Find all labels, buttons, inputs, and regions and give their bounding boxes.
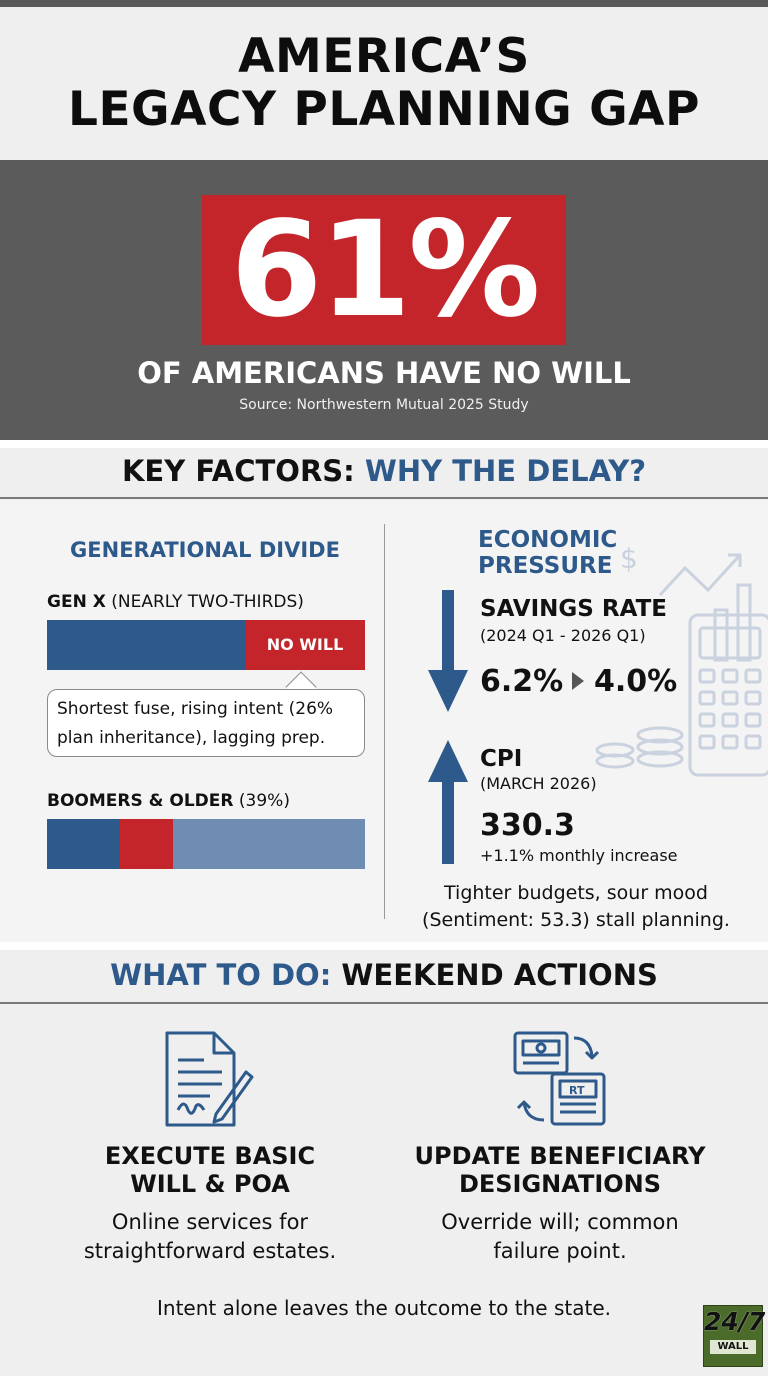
action-left-title: EXECUTE BASIC WILL & POA — [40, 1142, 380, 1198]
action-left-title-line-2: WILL & POA — [130, 1170, 290, 1198]
action-right-desc-line-1: Override will; common — [441, 1210, 679, 1234]
actions-heading-black: WEEKEND ACTIONS — [341, 958, 658, 992]
actions-heading-blue: WHAT TO DO: — [110, 958, 332, 992]
actions-heading: WHAT TO DO: WEEKEND ACTIONS — [0, 958, 768, 992]
play-right-icon — [572, 672, 584, 690]
divider-strip — [0, 440, 768, 448]
hero-subtitle: OF AMERICANS HAVE NO WILL — [137, 356, 631, 390]
svg-text:$: $ — [620, 542, 638, 575]
arrow-down-icon — [428, 590, 468, 712]
action-right-title: UPDATE BENEFICIARY DESIGNATIONS — [390, 1142, 730, 1198]
action-right-desc: Override will; common failure point. — [390, 1208, 730, 1266]
economic-note-line-1: Tighter budgets, sour mood — [444, 882, 708, 904]
hero-banner: 61% OF AMERICANS HAVE NO WILL Source: No… — [0, 160, 768, 440]
section-rule-2 — [0, 1002, 768, 1004]
action-right-title-line-2: DESIGNATIONS — [458, 1170, 662, 1198]
genx-no-will-segment: NO WILL — [245, 620, 365, 670]
action-right-title-line-1: UPDATE BENEFICIARY — [414, 1142, 706, 1170]
boomers-bar-blue — [47, 819, 120, 869]
savings-period: (2024 Q1 - 2026 Q1) — [480, 626, 646, 645]
footer-text: Intent alone leaves the outcome to the s… — [157, 1296, 611, 1320]
action-left-desc: Online services for straightforward esta… — [40, 1208, 380, 1266]
calculator-chart-background-icon: $ — [595, 542, 768, 777]
title-line-1: AMERICA’S — [238, 29, 530, 84]
boomers-bar-red — [120, 819, 173, 869]
boomers-bar — [47, 819, 365, 869]
brand-logo: 24/7 WALL — [703, 1305, 766, 1367]
key-factors-heading: KEY FACTORS: WHY THE DELAY? — [0, 454, 768, 488]
hero-stat: 61% — [202, 195, 566, 345]
boomers-bar-light — [173, 819, 365, 869]
section-rule — [0, 497, 768, 499]
savings-from: 6.2% — [480, 664, 564, 699]
generational-title: GENERATIONAL DIVIDE — [70, 538, 340, 562]
boomers-label-bold: BOOMERS & OLDER — [47, 791, 234, 811]
callout-line-2: plan inheritance), lagging prep. — [57, 728, 326, 748]
cpi-period: (MARCH 2026) — [480, 774, 597, 793]
cpi-change: +1.1% monthly increase — [480, 846, 678, 865]
economic-note: Tighter budgets, sour mood (Sentiment: 5… — [384, 880, 768, 934]
genx-label: GEN X (NEARLY TWO-THIRDS) — [47, 592, 304, 612]
action-left-desc-line-1: Online services for — [111, 1210, 309, 1234]
boomers-label-rest: (39%) — [233, 791, 290, 811]
savings-to: 4.0% — [594, 664, 678, 699]
economic-title: ECONOMIC PRESSURE — [478, 527, 617, 579]
action-right-desc-line-2: failure point. — [493, 1239, 627, 1263]
action-left-title-line-1: EXECUTE BASIC — [104, 1142, 316, 1170]
economic-title-line-2: PRESSURE — [478, 553, 613, 579]
title-line-2: LEGACY PLANNING GAP — [68, 82, 700, 137]
genx-label-rest: (NEARLY TWO-THIRDS) — [105, 592, 304, 612]
signed-document-icon — [165, 1031, 254, 1127]
hero-source: Source: Northwestern Mutual 2025 Study — [239, 397, 529, 413]
genx-callout: Shortest fuse, rising intent (26% plan i… — [47, 689, 365, 757]
economic-note-line-2: (Sentiment: 53.3) stall planning. — [422, 909, 730, 931]
divider-strip-2 — [0, 942, 768, 950]
logo-bottom-text: WALL — [710, 1340, 756, 1354]
genx-bar: NO WILL — [47, 620, 365, 670]
economic-title-line-1: ECONOMIC — [478, 527, 618, 553]
action-left-desc-line-2: straightforward estates. — [83, 1239, 337, 1263]
transfer-documents-icon: RT — [513, 1031, 606, 1126]
genx-bar-blue — [47, 620, 245, 670]
arrow-up-icon — [428, 740, 468, 864]
page-title: AMERICA’S LEGACY PLANNING GAP — [0, 30, 768, 136]
savings-title: SAVINGS RATE — [480, 596, 667, 622]
boomers-label: BOOMERS & OLDER (39%) — [47, 791, 290, 811]
column-divider — [384, 524, 385, 919]
key-factors-heading-black: KEY FACTORS: — [121, 454, 355, 488]
genx-label-bold: GEN X — [47, 592, 106, 612]
top-bar — [0, 0, 768, 7]
logo-top-text: 24/7 — [704, 1307, 766, 1336]
transfer-icon-text: RT — [569, 1084, 585, 1097]
cpi-value: 330.3 — [480, 808, 575, 843]
cpi-title: CPI — [480, 746, 523, 772]
key-factors-heading-blue: WHY THE DELAY? — [364, 454, 647, 488]
callout-line-1: Shortest fuse, rising intent (26% — [57, 699, 334, 719]
